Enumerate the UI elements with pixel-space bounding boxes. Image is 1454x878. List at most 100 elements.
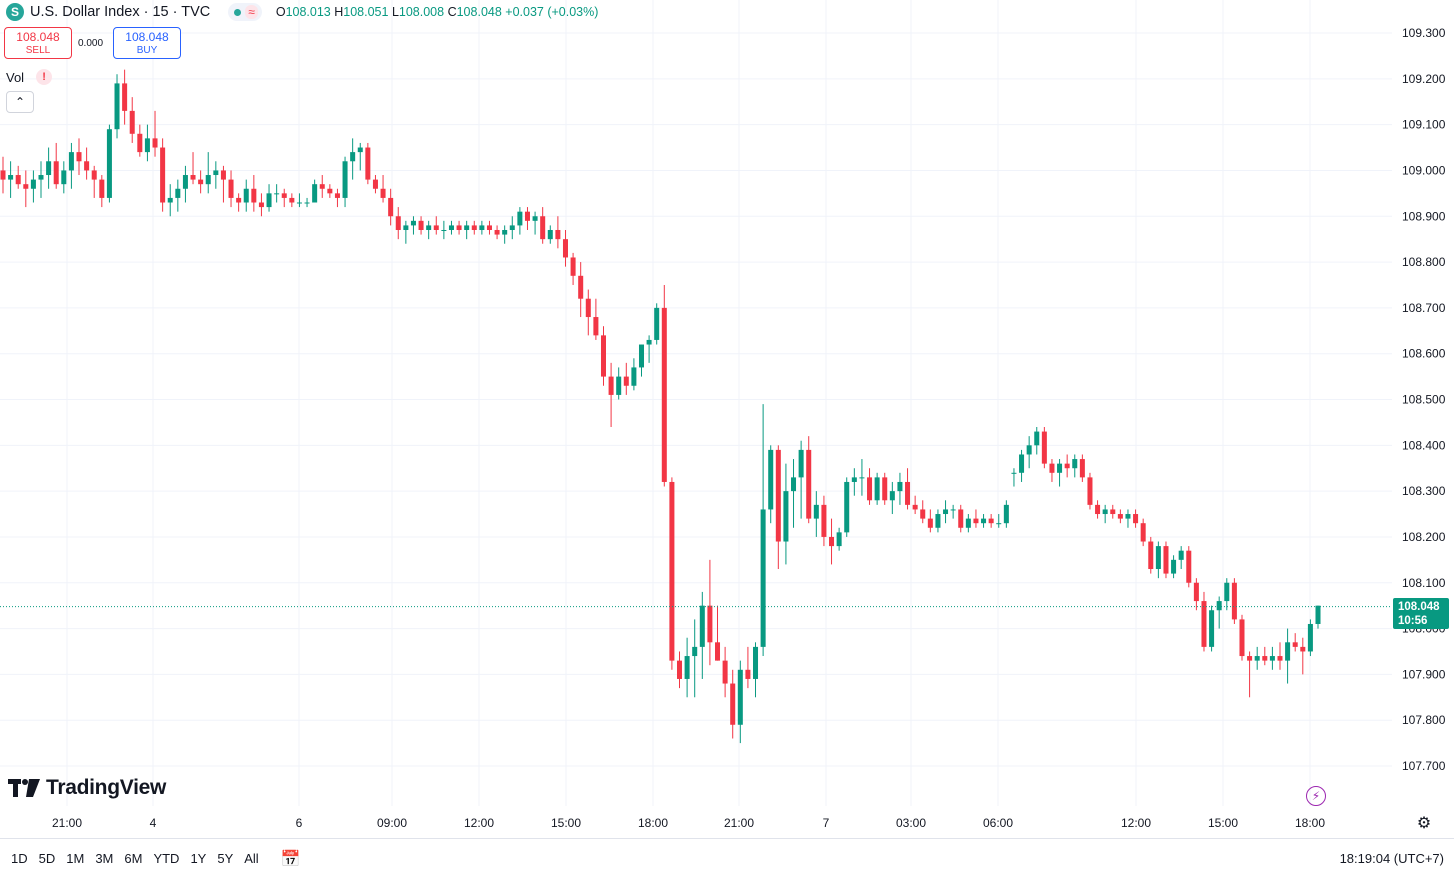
candle-body xyxy=(486,225,492,230)
candle-body xyxy=(1201,601,1207,647)
candle-body xyxy=(251,188,257,203)
chart-header: S U.S. Dollar Index · 15 · TVC ≈ O108.01… xyxy=(0,0,598,24)
candle-body xyxy=(395,216,401,230)
candle-body xyxy=(84,161,90,171)
candle-body xyxy=(730,683,736,725)
x-axis-tick-label: 4 xyxy=(150,816,157,830)
candle-body xyxy=(593,317,599,336)
candle-body xyxy=(342,161,348,198)
y-axis-tick-label: 108.700 xyxy=(1402,301,1446,315)
candle-body xyxy=(494,229,500,235)
x-axis-tick-label: 12:00 xyxy=(1121,816,1151,830)
candle-body xyxy=(958,509,964,528)
candle-body xyxy=(1277,656,1283,661)
candle-body xyxy=(266,193,272,208)
candle-body xyxy=(768,449,774,510)
candle-body xyxy=(8,175,14,180)
clock[interactable]: 18:19:04 (UTC+7) xyxy=(1339,851,1444,866)
x-axis-tick-label: 21:00 xyxy=(52,816,82,830)
candle-body xyxy=(1285,642,1291,661)
candle-body xyxy=(722,660,728,684)
candle-body xyxy=(144,138,150,153)
candle-body xyxy=(616,376,622,395)
candle-body xyxy=(1087,477,1093,505)
x-axis-tick-label: 03:00 xyxy=(896,816,926,830)
range-all-button[interactable]: All xyxy=(244,851,259,866)
y-axis-tick-label: 108.100 xyxy=(1402,576,1446,590)
buy-label: BUY xyxy=(136,45,158,56)
x-axis-tick-label: 7 xyxy=(823,816,830,830)
candle-body xyxy=(1026,445,1032,455)
candle-body xyxy=(791,477,797,492)
candle-body xyxy=(1072,459,1078,469)
sell-button[interactable]: 108.048 SELL xyxy=(4,27,72,59)
candle-body xyxy=(760,509,766,647)
range-1d-button[interactable]: 1D xyxy=(11,851,28,866)
range-1y-button[interactable]: 1Y xyxy=(190,851,207,866)
candle-body xyxy=(715,642,721,661)
candle-body xyxy=(1247,656,1253,661)
warning-icon[interactable]: ! xyxy=(36,69,53,85)
candle-body xyxy=(76,152,82,162)
candle-body xyxy=(122,83,128,111)
lightning-icon[interactable]: ⚡ xyxy=(1306,786,1326,806)
candle-body xyxy=(783,491,789,542)
candle-body xyxy=(380,188,386,198)
collapse-legend-button[interactable]: ⌃ xyxy=(6,91,34,113)
candle-body xyxy=(753,646,759,679)
buy-button[interactable]: 108.048 BUY xyxy=(113,27,181,59)
calendar-icon[interactable]: 📅 xyxy=(280,850,301,868)
gear-icon[interactable]: ⚙ xyxy=(1416,815,1432,832)
range-5d-button[interactable]: 5D xyxy=(38,851,56,866)
candle-body xyxy=(1110,509,1116,515)
candle-body xyxy=(479,225,485,230)
candle-body xyxy=(707,605,713,643)
range-ytd-button[interactable]: YTD xyxy=(153,851,180,866)
price-chart[interactable]: 21:00 4 6 09:00 12:00 15:00 18:00 21:00 7 03:00 06… xyxy=(0,0,1454,838)
y-axis-tick-label: 108.400 xyxy=(1402,438,1446,452)
candle-body xyxy=(441,229,447,231)
candle-body xyxy=(274,193,280,195)
candle-body xyxy=(638,344,645,368)
tradingview-logo[interactable]: TradingView xyxy=(8,776,166,800)
candle-body xyxy=(745,669,751,679)
volume-label: Vol xyxy=(6,69,25,85)
candle-body xyxy=(502,229,508,235)
sell-label: SELL xyxy=(25,45,51,56)
candle-body xyxy=(357,147,363,153)
candle-body xyxy=(99,179,105,198)
candle-body xyxy=(289,197,295,203)
y-axis-tick-label: 108.300 xyxy=(1402,484,1446,498)
candle-body xyxy=(91,170,97,180)
range-3m-button[interactable]: 3M xyxy=(95,851,114,866)
volume-indicator[interactable]: Vol ! xyxy=(6,69,53,85)
candle-body xyxy=(182,175,188,189)
candle-body xyxy=(167,197,173,203)
candle-body xyxy=(198,179,204,185)
y-axis-tick-label: 107.800 xyxy=(1402,713,1446,727)
candle-body xyxy=(517,211,523,226)
candle-body xyxy=(585,298,591,318)
range-1m-button[interactable]: 1M xyxy=(66,851,85,866)
candle-body xyxy=(1011,472,1017,474)
candle-body xyxy=(464,225,470,230)
market-status-pill[interactable]: ≈ xyxy=(228,3,262,21)
bar-countdown: 10:56 xyxy=(1398,615,1428,627)
spread-value: 0.000 xyxy=(78,38,104,49)
candle-body xyxy=(981,518,987,524)
candle-body xyxy=(821,504,827,537)
range-6m-button[interactable]: 6M xyxy=(124,851,143,866)
candle-body xyxy=(1224,582,1230,602)
candle-body xyxy=(562,239,568,258)
candle-body xyxy=(1292,642,1298,647)
candle-body xyxy=(1186,550,1192,583)
candle-body xyxy=(1231,582,1237,620)
candle-body xyxy=(1140,523,1146,542)
last-price-label: 108.048 10:56 xyxy=(1393,598,1449,629)
candle-body xyxy=(1163,546,1169,574)
symbol-title[interactable]: U.S. Dollar Index · 15 · TVC xyxy=(30,4,211,20)
candle-body xyxy=(646,339,652,345)
candle-body xyxy=(190,175,196,180)
last-price-value: 108.048 xyxy=(1398,601,1440,613)
range-5y-button[interactable]: 5Y xyxy=(217,851,234,866)
